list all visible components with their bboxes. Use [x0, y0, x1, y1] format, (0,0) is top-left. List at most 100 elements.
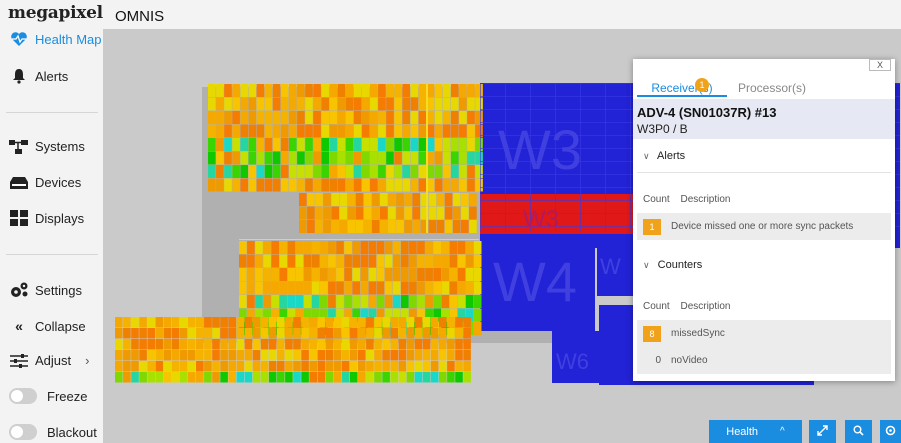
wall-tile[interactable] — [463, 339, 471, 350]
wall-tile[interactable] — [252, 328, 261, 339]
wall-tile[interactable] — [307, 193, 315, 206]
wall-tile[interactable] — [449, 281, 458, 295]
wall-tile[interactable] — [337, 178, 346, 192]
wall-tile[interactable] — [289, 138, 297, 151]
wall-tile[interactable] — [123, 339, 131, 350]
wall-tile[interactable] — [475, 124, 483, 138]
wall-tile[interactable] — [337, 111, 346, 124]
wall-tile[interactable] — [409, 308, 417, 322]
wall-tile[interactable] — [240, 97, 248, 111]
wall-tile[interactable] — [179, 361, 188, 372]
wall-tile[interactable] — [384, 308, 393, 322]
wall-tile[interactable] — [370, 84, 378, 97]
wall-tile[interactable] — [131, 328, 139, 339]
sidebar-item-collapse[interactable]: « Collapse — [9, 318, 86, 334]
wall-tile[interactable] — [341, 317, 350, 328]
wall-tile[interactable] — [401, 295, 409, 308]
wall-tile[interactable] — [414, 339, 423, 350]
wall-tile[interactable] — [388, 220, 396, 233]
wall-tile[interactable] — [345, 97, 354, 111]
wall-tile[interactable] — [442, 84, 451, 97]
wall-tile[interactable] — [196, 317, 204, 328]
wall-tile[interactable] — [447, 339, 455, 350]
sidebar-item-settings[interactable]: Settings — [9, 282, 82, 298]
wall-tile[interactable] — [280, 178, 289, 192]
wall-tile[interactable] — [279, 268, 288, 281]
wall-tile[interactable] — [309, 372, 317, 383]
wall-tile[interactable] — [353, 84, 362, 97]
wall-tile[interactable] — [345, 165, 354, 178]
wall-tile[interactable] — [271, 268, 279, 281]
wall-tile[interactable] — [139, 328, 147, 339]
wall-tile[interactable] — [115, 328, 123, 339]
wall-tile[interactable] — [378, 138, 386, 151]
wall-tile[interactable] — [320, 268, 328, 281]
wall-tile[interactable] — [216, 165, 224, 178]
wall-tile[interactable] — [328, 295, 336, 308]
wall-tile[interactable] — [301, 317, 309, 328]
wall-tile[interactable] — [406, 328, 415, 339]
wall-tile[interactable] — [232, 124, 240, 138]
wall-tile[interactable] — [320, 281, 328, 295]
wall-tile[interactable] — [295, 281, 304, 295]
wall-tile[interactable] — [272, 151, 281, 165]
wall-tile[interactable] — [232, 84, 240, 97]
wall-tile[interactable] — [360, 308, 369, 322]
wall-tile[interactable] — [224, 111, 232, 124]
wall-tile[interactable] — [196, 350, 204, 361]
wall-tile[interactable] — [337, 165, 346, 178]
wall-tile[interactable] — [268, 350, 277, 361]
wall-tile[interactable] — [208, 97, 216, 111]
wall-tile[interactable] — [394, 111, 402, 124]
wall-tile[interactable] — [384, 241, 393, 254]
wall-tile[interactable] — [163, 339, 172, 350]
wall-tile[interactable] — [325, 328, 334, 339]
wall-tile[interactable] — [333, 350, 342, 361]
wall-tile[interactable] — [329, 178, 338, 192]
wall-tile[interactable] — [366, 350, 374, 361]
wall-tile[interactable] — [271, 308, 279, 322]
wall-tile[interactable] — [361, 97, 370, 111]
wall-tile[interactable] — [220, 328, 228, 339]
wall-tile[interactable] — [321, 178, 329, 192]
wall-tile[interactable] — [280, 165, 289, 178]
wall-tile[interactable] — [390, 350, 398, 361]
wall-tile[interactable] — [329, 138, 338, 151]
wall-tile[interactable] — [309, 317, 317, 328]
wall-tile[interactable] — [382, 350, 390, 361]
wall-tile[interactable] — [295, 254, 304, 268]
wall-tile[interactable] — [345, 151, 354, 165]
wall-tile[interactable] — [325, 350, 334, 361]
wall-tile[interactable] — [240, 138, 248, 151]
wall-tile[interactable] — [441, 241, 450, 254]
wall-tile[interactable] — [444, 206, 453, 220]
wall-tile[interactable] — [179, 372, 188, 383]
wall-tile[interactable] — [320, 295, 328, 308]
wall-tile[interactable] — [297, 111, 305, 124]
wall-tile[interactable] — [264, 165, 273, 178]
wall-tile[interactable] — [147, 361, 155, 372]
wall-tile[interactable] — [401, 268, 409, 281]
wall-tile[interactable] — [208, 138, 216, 151]
wall-tile[interactable] — [444, 193, 453, 206]
wall-tile[interactable] — [353, 151, 362, 165]
wall-tile[interactable] — [401, 254, 409, 268]
wall-tile[interactable] — [475, 138, 483, 151]
wall-tile[interactable] — [461, 220, 469, 233]
wall-tile[interactable] — [320, 254, 328, 268]
wall-tile[interactable] — [447, 372, 455, 383]
wall-tile[interactable] — [418, 84, 427, 97]
wall-tile[interactable] — [374, 339, 382, 350]
wall-tile[interactable] — [196, 328, 204, 339]
wall-tile[interactable] — [248, 84, 257, 97]
wall-tile[interactable] — [417, 241, 425, 254]
wall-tile[interactable] — [315, 193, 323, 206]
wall-tile[interactable] — [155, 339, 164, 350]
wall-tile[interactable] — [345, 178, 354, 192]
wall-tile[interactable] — [439, 361, 447, 372]
wall-tile[interactable] — [406, 361, 415, 372]
wall-tile[interactable] — [398, 328, 407, 339]
wall-tile[interactable] — [240, 178, 248, 192]
wall-tile[interactable] — [401, 308, 409, 322]
wall-tile[interactable] — [368, 308, 377, 322]
